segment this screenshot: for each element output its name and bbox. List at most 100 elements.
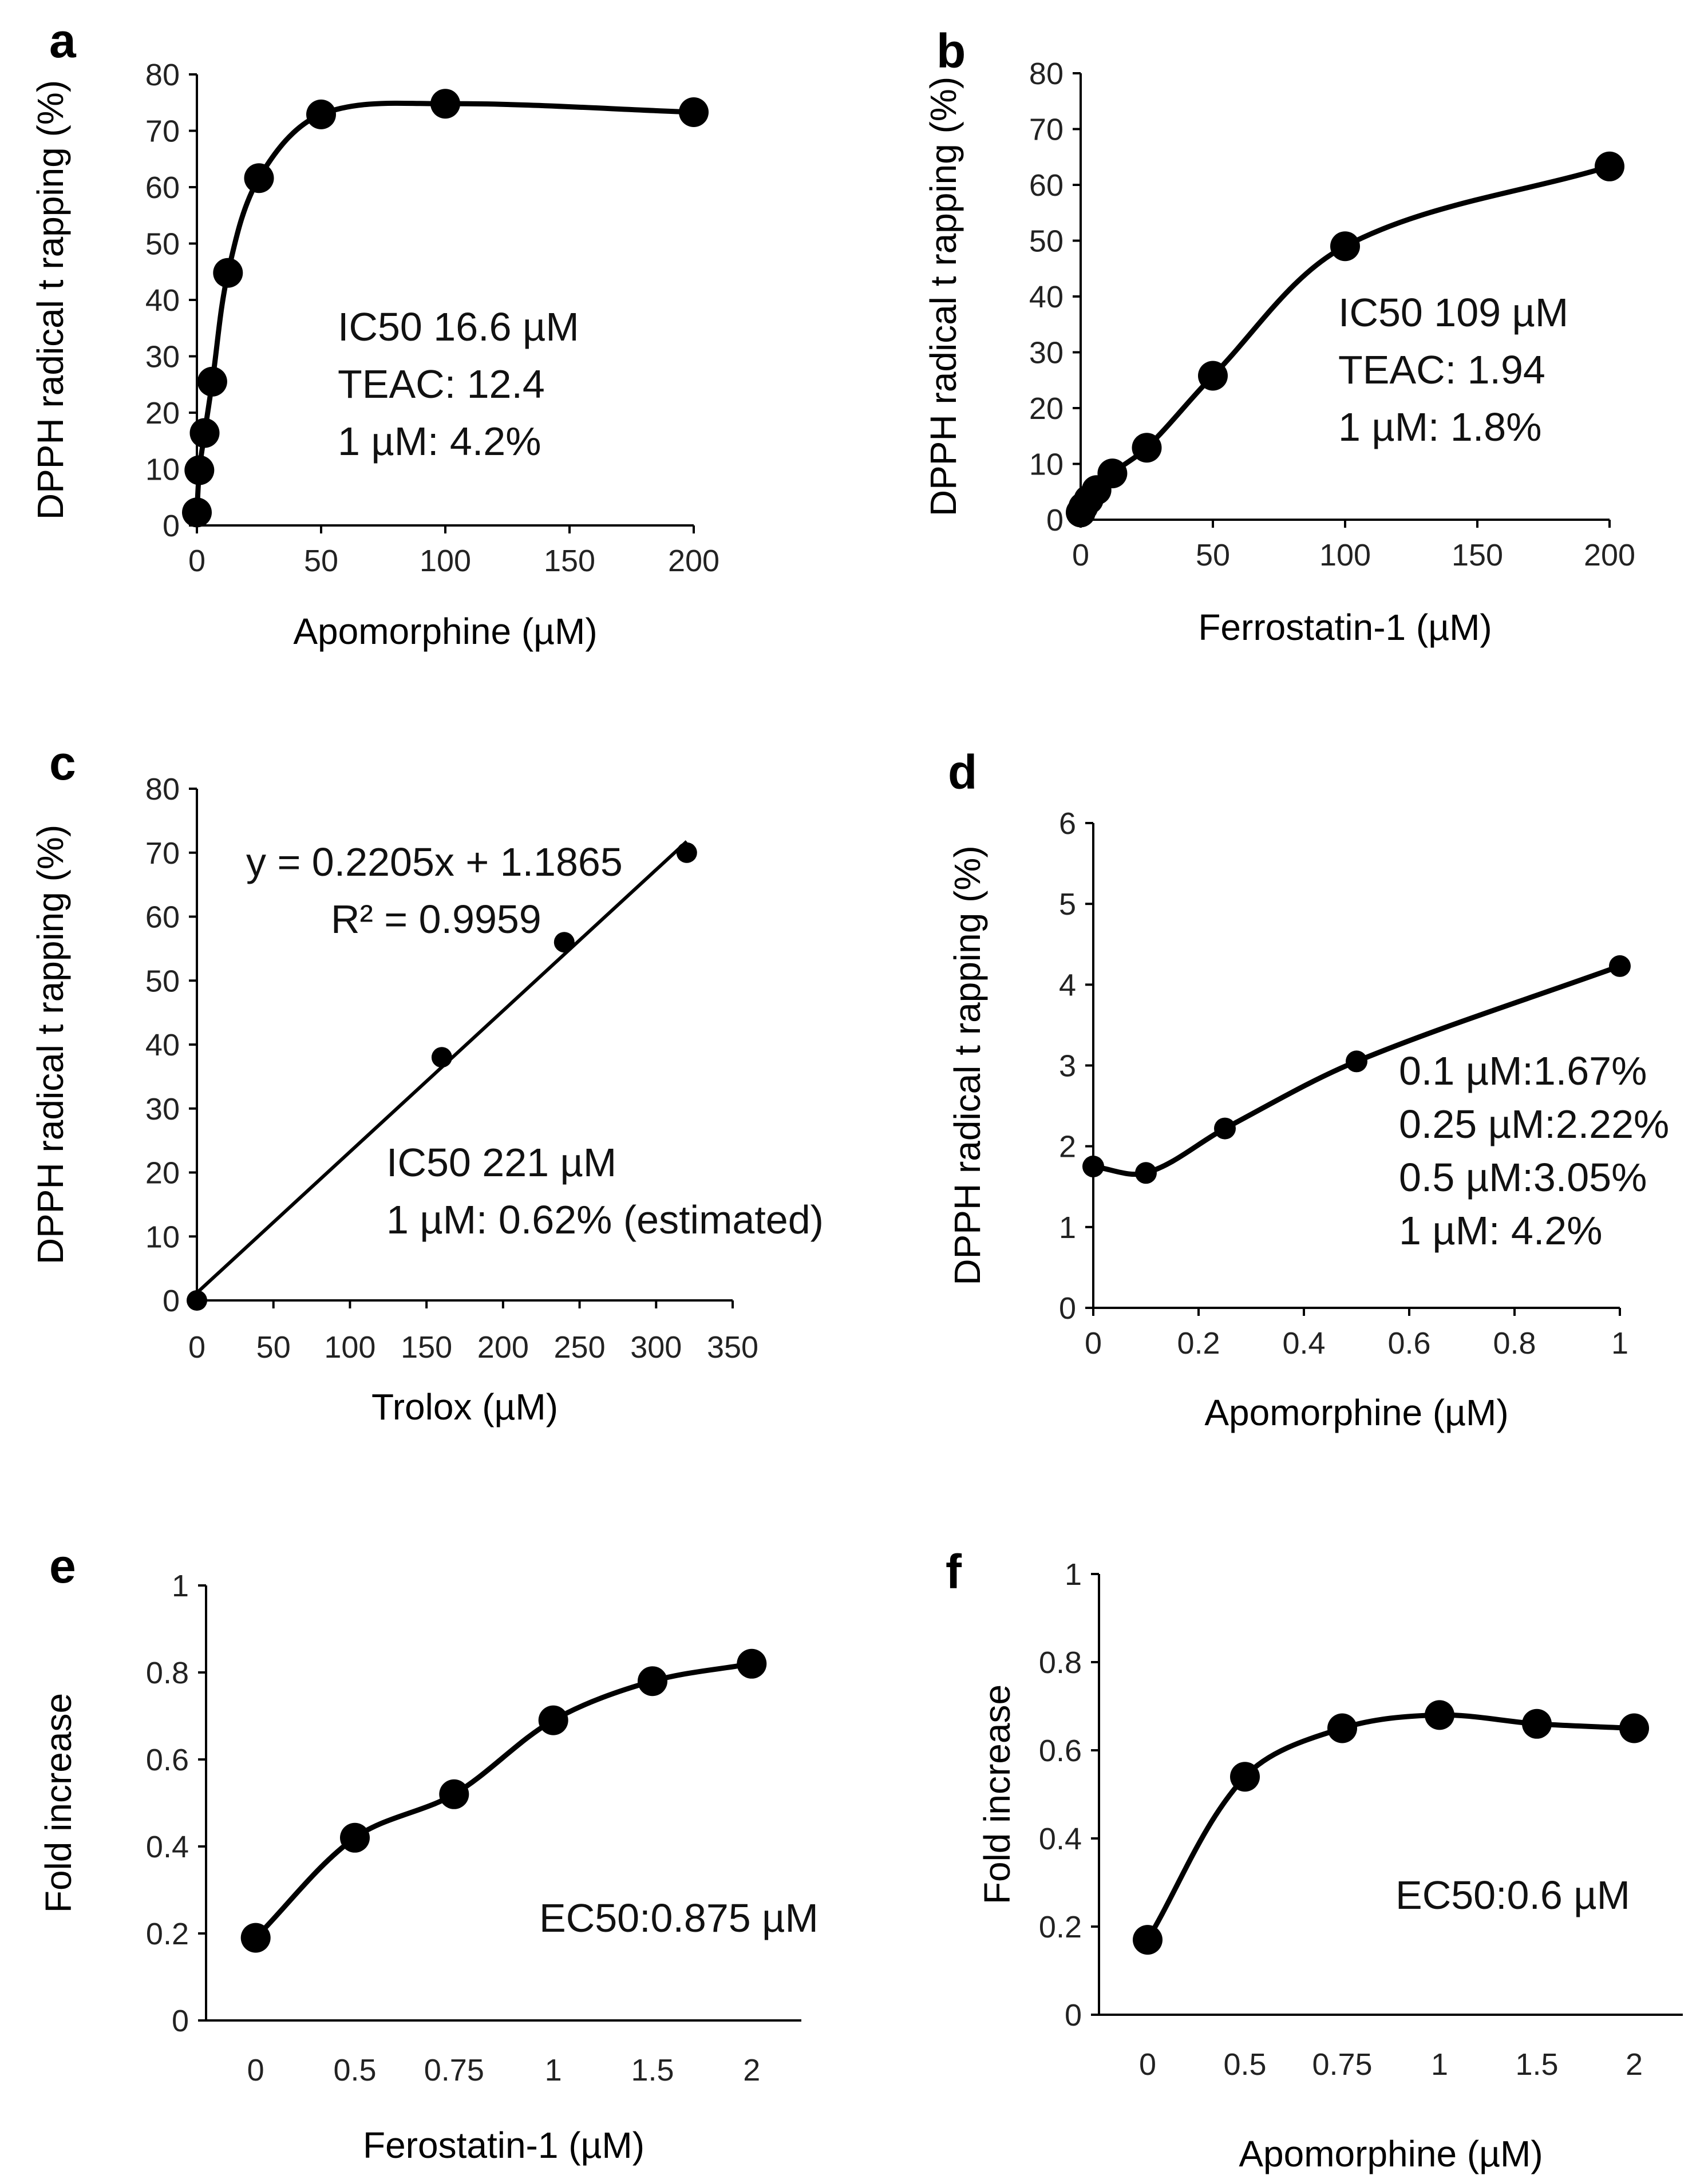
annotation: IC50 221 µM (386, 1140, 616, 1185)
y-tick-label: 30 (1029, 336, 1063, 370)
data-point (340, 1822, 370, 1853)
y-tick-label: 20 (145, 1156, 180, 1191)
x-tick-label: 50 (256, 1330, 291, 1365)
y-axis-title: DPPH radical t rapping (%) (947, 845, 988, 1285)
data-point (1425, 1700, 1454, 1730)
y-tick-label: 60 (145, 171, 180, 205)
data-point (187, 1290, 207, 1311)
x-tick-label: 0 (1139, 2047, 1156, 2082)
y-tick-label: 40 (145, 283, 180, 318)
data-point (1097, 458, 1128, 489)
x-tick-label: 0.75 (1312, 2047, 1372, 2082)
x-tick-label: 0 (188, 1330, 205, 1365)
x-tick-label: 0.6 (1387, 1326, 1430, 1361)
data-point (1082, 1156, 1104, 1177)
annotation: TEAC: 12.4 (338, 362, 545, 406)
x-tick-label: 0 (188, 544, 205, 578)
x-tick-label: 0.75 (424, 2053, 484, 2087)
y-tick-label: 4 (1059, 968, 1076, 1002)
x-tick-label: 1 (1611, 1326, 1628, 1361)
y-tick-label: 0 (163, 1284, 180, 1318)
y-tick-label: 0.2 (146, 1917, 189, 1951)
data-point (1330, 231, 1360, 262)
data-point (184, 455, 215, 485)
data-point (439, 1779, 469, 1809)
annotation: 1 µM: 4.2% (1399, 1208, 1602, 1253)
x-tick-label: 0.5 (333, 2053, 376, 2087)
chart-panel-f: f 0 0.2 0.4 0.6 0.8 1 0 0.5 0.75 1 1.5 2 Apomorphine … (946, 1545, 1683, 2174)
y-tick-label: 30 (145, 340, 180, 374)
x-tick-label: 150 (544, 544, 595, 578)
x-tick-label: 200 (477, 1330, 529, 1365)
data-point (1346, 1050, 1367, 1073)
x-tick-label: 350 (707, 1330, 758, 1365)
data-point (1595, 151, 1624, 181)
x-tick-label: 200 (1584, 538, 1635, 572)
y-tick-label: 70 (145, 114, 180, 149)
annotation: IC50 109 µM (1338, 290, 1568, 335)
x-tick-label: 2 (1626, 2047, 1643, 2082)
x-tick-label: 50 (1196, 538, 1230, 572)
y-tick-label: 0.8 (146, 1656, 189, 1690)
y-tick-label: 0.2 (1039, 1910, 1082, 1944)
annotation: 1 µM: 1.8% (1338, 405, 1541, 449)
x-axis-title: Apomorphine (µM) (1239, 2133, 1543, 2174)
y-tick-label: 10 (145, 453, 180, 487)
x-axis-title: Ferostatin-1 (µM) (363, 2125, 645, 2166)
y-tick-label: 0 (1065, 1998, 1082, 2032)
y-tick-label: 0 (1059, 1291, 1076, 1326)
y-axis-title: DPPH radical t rapping (%) (30, 80, 71, 520)
x-tick-label: 100 (324, 1330, 375, 1365)
x-tick-label: 0.5 (1223, 2047, 1266, 2082)
x-tick-label: 0.8 (1493, 1326, 1536, 1361)
annotation: 0.25 µM:2.22% (1399, 1102, 1669, 1146)
data-point (306, 99, 336, 129)
x-tick-label: 0 (1072, 538, 1089, 572)
panel-label: e (49, 1539, 76, 1593)
panel-label: f (946, 1545, 962, 1599)
annotation: IC50 16.6 µM (338, 304, 579, 349)
data-point (1522, 1709, 1552, 1739)
x-tick-label: 2 (743, 2053, 760, 2087)
y-tick-label: 70 (1029, 113, 1063, 147)
y-tick-label: 5 (1059, 887, 1076, 922)
y-tick-label: 0 (163, 509, 180, 543)
data-point (1198, 361, 1228, 391)
trendline-equation: y = 0.2205x + 1.1865 (246, 840, 623, 884)
y-tick-label: 0 (1046, 503, 1063, 537)
data-point (1327, 1713, 1357, 1743)
y-tick-label: 2 (1059, 1130, 1076, 1164)
y-tick-label: 50 (145, 964, 180, 998)
data-point (1214, 1117, 1236, 1140)
data-point (1609, 955, 1631, 977)
x-tick-label: 1.5 (631, 2053, 674, 2087)
y-tick-label: 60 (1029, 168, 1063, 203)
x-axis-title: Apomorphine (µM) (1204, 1392, 1508, 1433)
x-tick-label: 1.5 (1515, 2047, 1558, 2082)
y-tick-label: 10 (145, 1220, 180, 1254)
x-tick-label: 150 (1452, 538, 1503, 572)
y-tick-label: 20 (145, 396, 180, 430)
chart-panel-b: b 0 10 20 30 40 50 60 70 80 0 50 100 150 200 Ferrostati… (923, 24, 1635, 648)
panel-label: b (936, 24, 966, 78)
data-point (1133, 1925, 1163, 1955)
y-axis-title: Fold increase (38, 1693, 79, 1913)
y-tick-label: 60 (145, 900, 180, 935)
x-tick-label: 1 (545, 2053, 562, 2087)
data-point (1230, 1762, 1260, 1792)
x-tick-label: 1 (1431, 2047, 1448, 2082)
data-point (244, 163, 274, 193)
data-point (213, 258, 243, 288)
annotation: TEAC: 1.94 (1338, 347, 1545, 392)
y-tick-label: 1 (1065, 1557, 1082, 1592)
x-tick-label: 0.2 (1177, 1326, 1220, 1361)
data-point (538, 1705, 568, 1735)
chart-panel-d: d 0 1 2 3 4 5 6 0 0.2 0.4 0.6 0.8 1 Apomorphine (µM) DP… (947, 745, 1669, 1433)
y-tick-label: 80 (145, 58, 180, 92)
x-tick-label: 300 (630, 1330, 682, 1365)
annotation: 1 µM: 4.2% (338, 419, 541, 464)
x-tick-label: 150 (401, 1330, 452, 1365)
data-point (676, 842, 697, 863)
trendline-r2: R² = 0.9959 (331, 897, 541, 942)
chart-panel-c: c 0 10 20 30 40 50 60 70 80 0 50 100 150 200 250 300 350 T… (30, 736, 824, 1427)
